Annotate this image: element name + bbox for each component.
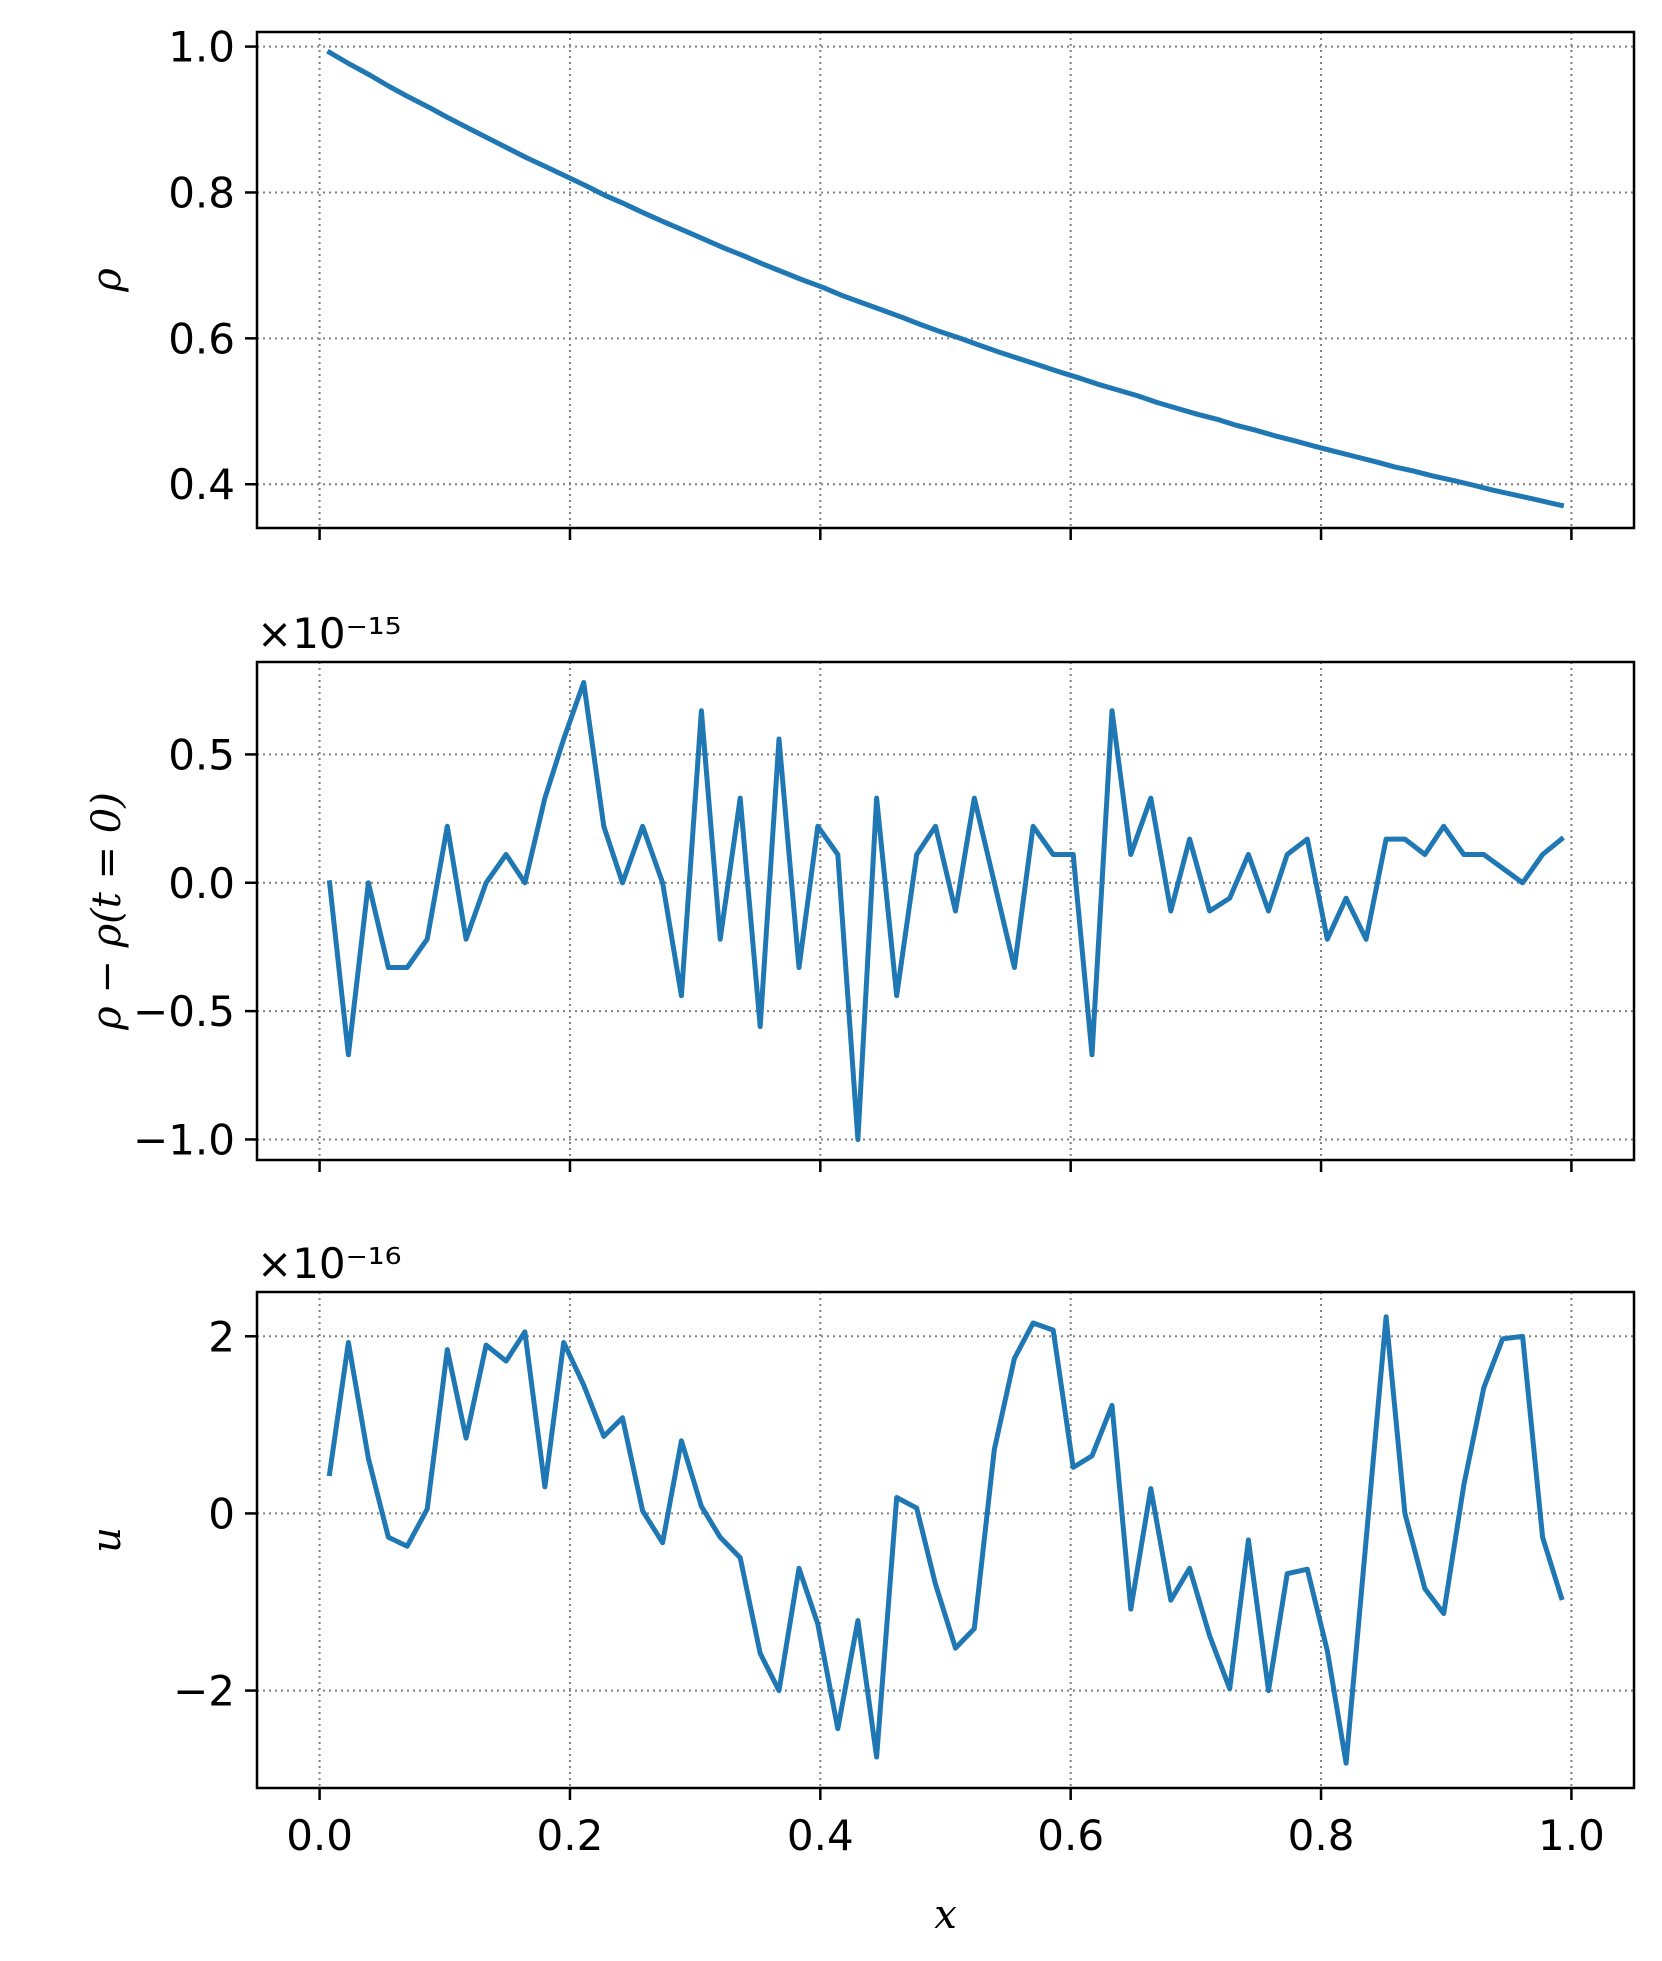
velocity-series-line bbox=[326, 1314, 1565, 1766]
density-difference-ytick-label-1: −0.5 bbox=[133, 987, 235, 1036]
velocity-ytick-label-2: 2 bbox=[208, 1312, 235, 1361]
velocity-xtick-label-4: 0.8 bbox=[1288, 1811, 1355, 1860]
velocity-ytick-label-0: −2 bbox=[173, 1667, 235, 1716]
velocity-x-axis-label: x bbox=[934, 1892, 957, 1938]
velocity-y-axis-label: u bbox=[84, 1527, 130, 1553]
density-ytick-label-3: 1.0 bbox=[168, 23, 235, 72]
density-axes-frame bbox=[255, 30, 1636, 530]
velocity-xtick-label-0: 0.0 bbox=[286, 1811, 353, 1860]
density-difference-offset-label: ×10⁻¹⁵ bbox=[257, 609, 401, 658]
density-ytick-label-1: 0.6 bbox=[168, 314, 235, 363]
velocity-panel: 0.0 0.2 0.4 0.6 0.8 1.0 −2 0 2 ×10⁻¹⁶ u x bbox=[84, 1239, 1636, 1938]
density-y-axis-label: ρ bbox=[84, 268, 130, 293]
density-ytick-label-0: 0.4 bbox=[168, 460, 235, 509]
velocity-xtick-label-1: 0.2 bbox=[537, 1811, 604, 1860]
density-difference-ytick-label-0: −1.0 bbox=[133, 1115, 235, 1164]
density-panel: 0.4 0.6 0.8 1.0 ρ bbox=[84, 23, 1636, 540]
density-difference-series-line bbox=[326, 680, 1565, 1142]
velocity-axes-frame bbox=[255, 1290, 1636, 1790]
density-difference-ytick-label-3: 0.5 bbox=[168, 730, 235, 779]
velocity-xtick-label-2: 0.4 bbox=[787, 1811, 854, 1860]
density-difference-axes-frame bbox=[255, 660, 1636, 1162]
density-series-line bbox=[326, 48, 1565, 509]
velocity-xtick-label-3: 0.6 bbox=[1037, 1811, 1104, 1860]
velocity-ytick-label-1: 0 bbox=[208, 1489, 235, 1538]
density-ytick-label-2: 0.8 bbox=[168, 168, 235, 217]
velocity-xtick-label-5: 1.0 bbox=[1538, 1811, 1605, 1860]
density-difference-y-axis-label: ρ − ρ(t = 0) bbox=[84, 792, 130, 1031]
density-difference-panel: −1.0 −0.5 0.0 0.5 ×10⁻¹⁵ ρ − ρ(t = 0) bbox=[84, 609, 1636, 1172]
density-difference-ytick-label-2: 0.0 bbox=[168, 859, 235, 908]
velocity-offset-label: ×10⁻¹⁶ bbox=[257, 1239, 401, 1288]
